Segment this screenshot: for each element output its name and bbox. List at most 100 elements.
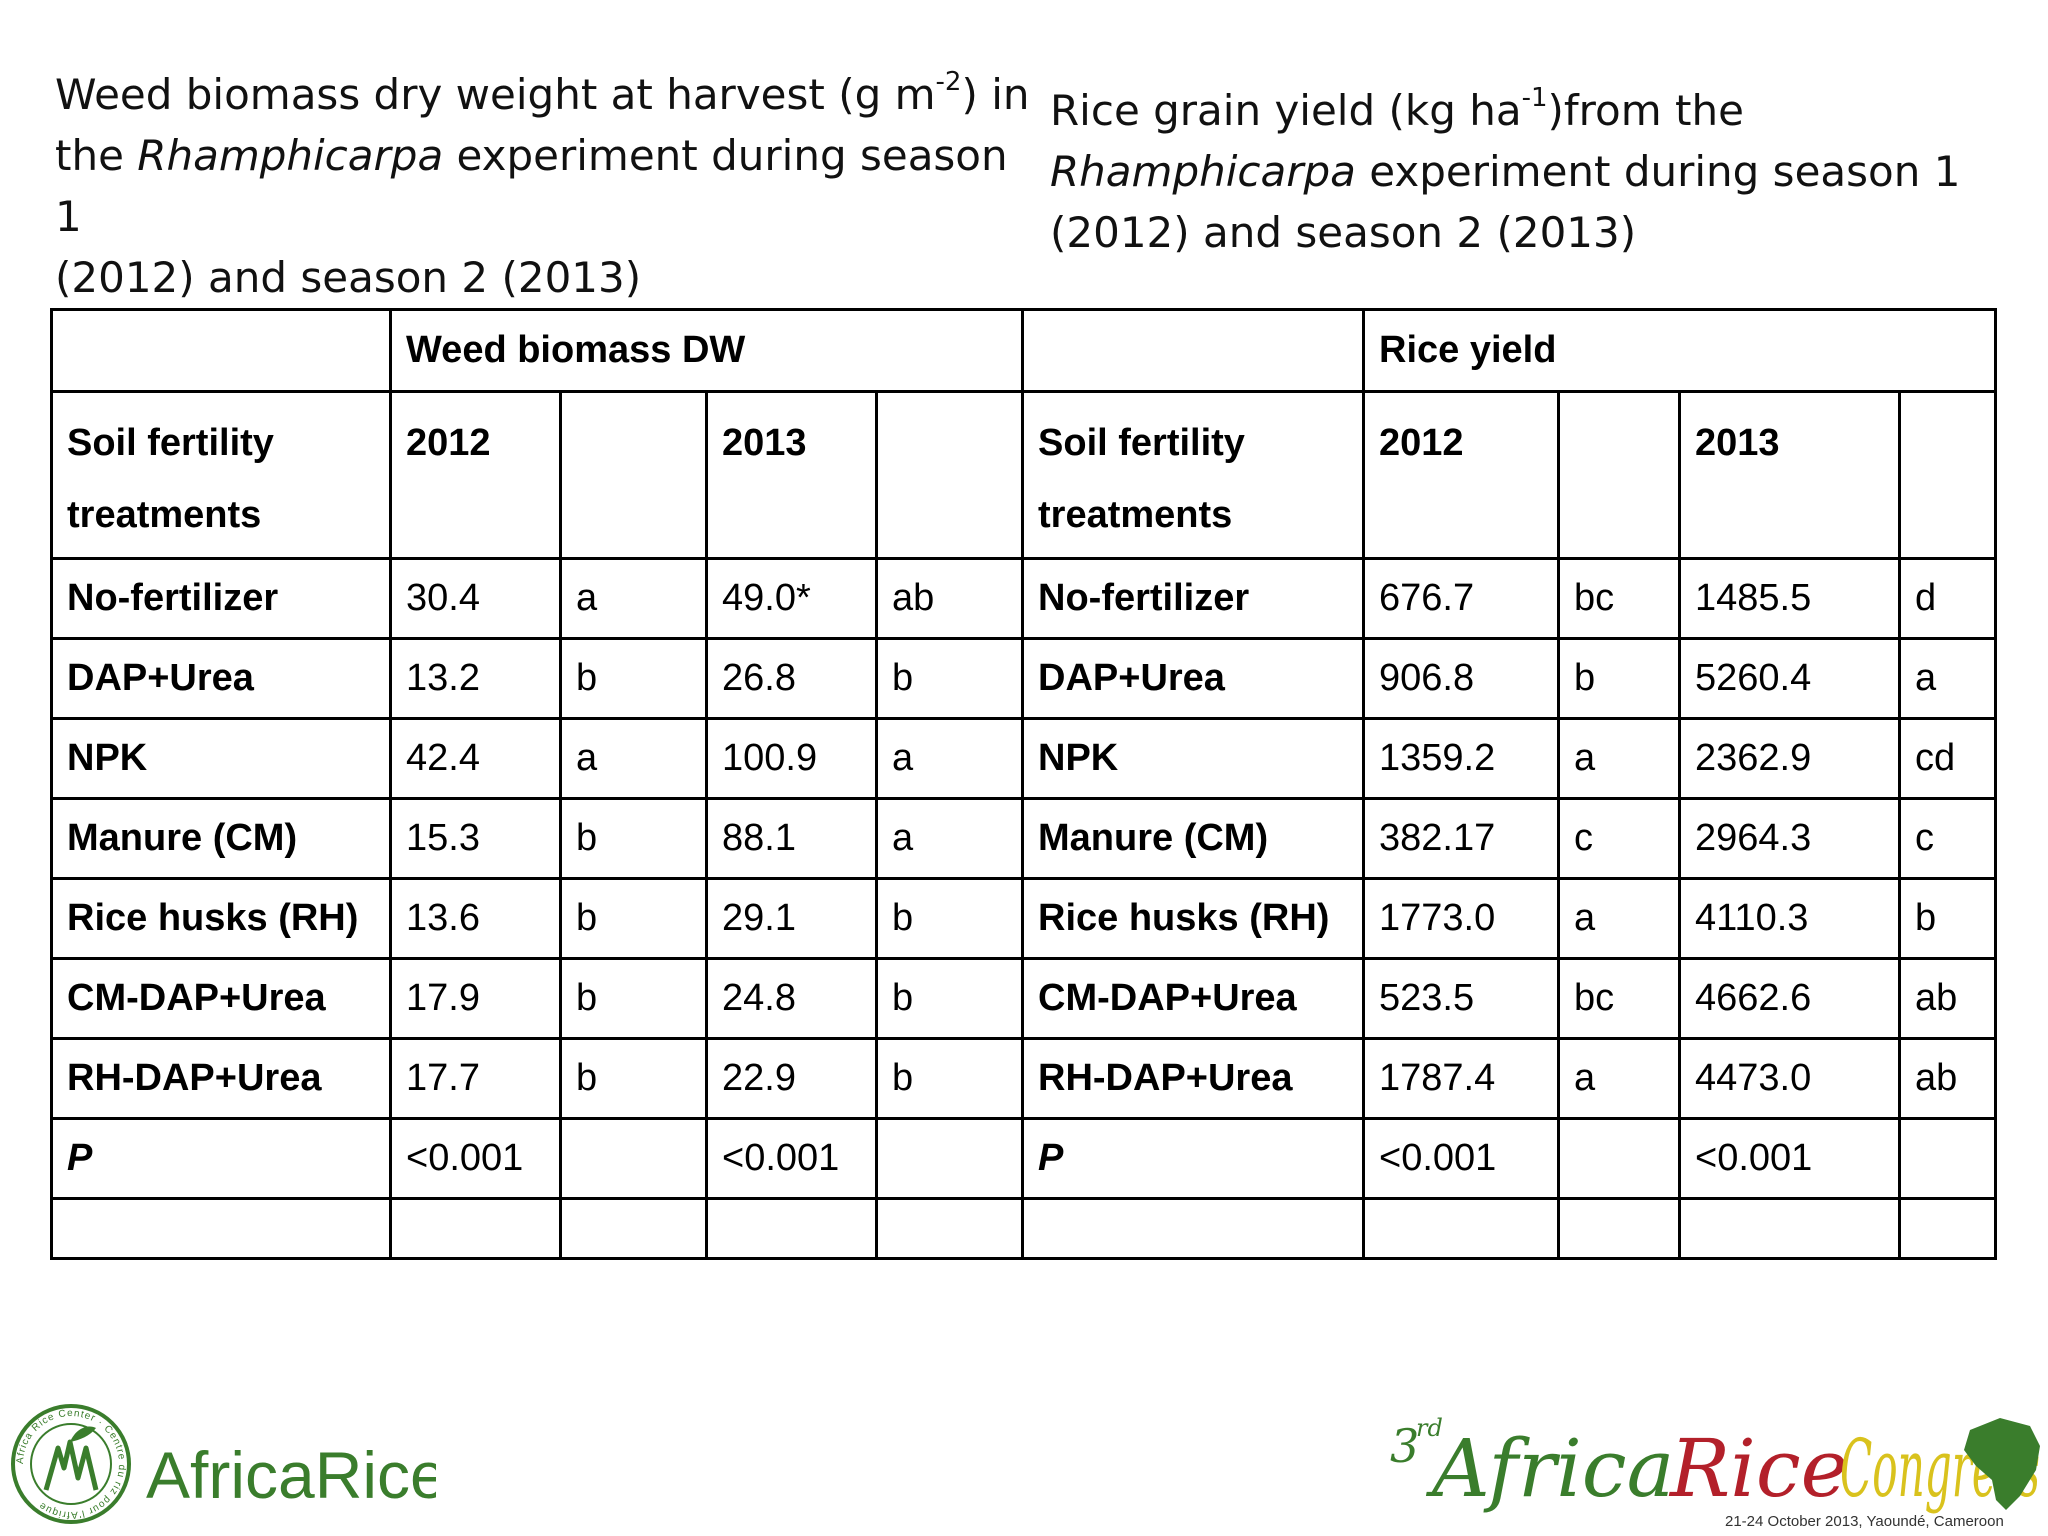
- weed-2013-significance: b: [874, 1037, 1025, 1120]
- rice-2013-value: 2964.3: [1678, 797, 1902, 880]
- weed-2012-value: 17.7: [389, 1037, 562, 1120]
- title-text: the: [55, 131, 138, 180]
- empty-cell: [1557, 1117, 1682, 1200]
- weed-2013-significance: a: [874, 797, 1025, 880]
- rice-2012-significance: a: [1557, 717, 1682, 800]
- rice-2013-value: 2362.9: [1678, 717, 1902, 800]
- rice-2012-significance: bc: [1557, 957, 1682, 1040]
- title-text: experiment during season 1: [55, 131, 1008, 241]
- empty-cell: [874, 1197, 1025, 1260]
- treatment-cell: Manure (CM): [1021, 797, 1366, 880]
- year-header: 2013: [705, 390, 878, 560]
- weed-2013-significance: b: [874, 957, 1025, 1040]
- weed-2012-significance: a: [559, 717, 708, 800]
- weed-2012-value: 17.9: [389, 957, 562, 1040]
- treatment-cell: Rice husks (RH): [50, 877, 392, 960]
- empty-cell: [1557, 390, 1682, 560]
- treatment-header: Soil fertility treatments: [1021, 390, 1366, 560]
- empty-cell: [874, 1117, 1025, 1200]
- empty-cell: [559, 1197, 708, 1260]
- rice-2013-significance: cd: [1898, 717, 1998, 800]
- rice-2013-value: 4473.0: [1678, 1037, 1902, 1120]
- p-label: P: [1021, 1117, 1366, 1200]
- weed-2012-significance: a: [559, 557, 708, 640]
- title-text: ) in: [961, 70, 1030, 119]
- rice-2012-value: 906.8: [1362, 637, 1561, 720]
- congress-ordinal: 3: [1390, 1419, 1419, 1473]
- empty-cell: [1362, 1197, 1561, 1260]
- weed-2012-significance: b: [559, 1037, 708, 1120]
- rice-2012-value: 1773.0: [1362, 877, 1561, 960]
- year-header: 2012: [389, 390, 562, 560]
- rice-2012-value: 1787.4: [1362, 1037, 1561, 1120]
- rice-2012-significance: bc: [1557, 557, 1682, 640]
- rice-2013-value: 4662.6: [1678, 957, 1902, 1040]
- title-text: experiment during season 1: [1355, 147, 1961, 196]
- title-line: the Rhamphicarpa experiment during seaso…: [55, 125, 1045, 247]
- weed-2012-value: 13.6: [389, 877, 562, 960]
- rice-2013-value: 5260.4: [1678, 637, 1902, 720]
- rice-2013-significance: a: [1898, 637, 1998, 720]
- weed-biomass-header: Weed biomass DW: [388, 308, 1025, 393]
- table-row: CM-DAP+Urea 17.9 b 24.8 b CM-DAP+Urea 523.5 bc 4…: [50, 957, 1998, 1040]
- rice-2013-value: 1485.5: [1678, 557, 1902, 640]
- weed-2013-significance: a: [874, 717, 1025, 800]
- title-text: Weed biomass dry weight at harvest (g m: [55, 70, 936, 119]
- africa-continent-icon: [1964, 1418, 2040, 1510]
- weed-2013-significance: b: [874, 877, 1025, 960]
- treatment-header: Soil fertility treatments: [50, 390, 392, 560]
- congress-ordinal-suffix: rd: [1416, 1414, 1443, 1442]
- empty-cell: [874, 390, 1025, 560]
- rice-2013-significance: b: [1898, 877, 1998, 960]
- p-value: <0.001: [389, 1117, 562, 1200]
- weed-2013-value: 29.1: [705, 877, 878, 960]
- africarice-seal-icon: Africa Rice Center · Centre du riz pour …: [11, 1404, 131, 1524]
- weed-2013-value: 22.9: [705, 1037, 878, 1120]
- weed-2012-significance: b: [559, 877, 708, 960]
- empty-cell: [389, 1197, 562, 1260]
- treatment-cell: Manure (CM): [50, 797, 392, 880]
- rice-2013-significance: ab: [1898, 1037, 1998, 1120]
- results-table: Weed biomass DW Rice yield Soil fertilit…: [50, 308, 1998, 1260]
- rice-2012-value: 676.7: [1362, 557, 1561, 640]
- p-value-row: P <0.001 <0.001 P <0.001 <0.001: [50, 1117, 1998, 1200]
- treatment-cell: DAP+Urea: [50, 637, 392, 720]
- title-italic-text: Rhamphicarpa: [1050, 147, 1356, 196]
- congress-word-rice: Rice: [1668, 1422, 1848, 1515]
- rice-2013-significance: c: [1898, 797, 1998, 880]
- empty-cell: [50, 308, 392, 393]
- weed-biomass-title: Weed biomass dry weight at harvest (g m-…: [55, 64, 1045, 308]
- p-value: <0.001: [1678, 1117, 1902, 1200]
- p-value: <0.001: [705, 1117, 878, 1200]
- treatment-cell: No-fertilizer: [50, 557, 392, 640]
- empty-cell: [1021, 308, 1366, 393]
- table-row: RH-DAP+Urea 17.7 b 22.9 b RH-DAP+Urea 1787.4 a 4…: [50, 1037, 1998, 1120]
- treatment-cell: DAP+Urea: [1021, 637, 1366, 720]
- rice-yield-header: Rice yield: [1362, 308, 1998, 393]
- empty-cell: [559, 390, 708, 560]
- weed-2012-significance: b: [559, 797, 708, 880]
- weed-2012-value: 15.3: [389, 797, 562, 880]
- rice-2013-significance: d: [1898, 557, 1998, 640]
- africarice-wordmark: AfricaRice: [146, 1438, 436, 1512]
- treatment-cell: NPK: [1021, 717, 1366, 800]
- africa-rice-congress-logo: 3 rd Africa Rice Congress 21-24 October …: [1390, 1414, 2040, 1530]
- group-header-row: Weed biomass DW Rice yield: [50, 308, 1998, 393]
- rice-2012-value: 1359.2: [1362, 717, 1561, 800]
- header-line: treatments: [67, 494, 262, 536]
- p-label: P: [50, 1117, 392, 1200]
- rice-2013-significance: ab: [1898, 957, 1998, 1040]
- rice-2012-value: 523.5: [1362, 957, 1561, 1040]
- weed-2013-value: 49.0*: [705, 557, 878, 640]
- treatment-cell: Rice husks (RH): [1021, 877, 1366, 960]
- table-row: Manure (CM) 15.3 b 88.1 a Manure (CM) 382.17 c 2…: [50, 797, 1998, 880]
- weed-2012-value: 30.4: [389, 557, 562, 640]
- treatment-cell: RH-DAP+Urea: [50, 1037, 392, 1120]
- empty-cell: [50, 1197, 392, 1260]
- weed-2013-value: 26.8: [705, 637, 878, 720]
- title-superscript: -1: [1521, 83, 1548, 113]
- column-header-row: Soil fertility treatments 2012 2013 Soil …: [50, 390, 1998, 560]
- weed-2012-significance: b: [559, 957, 708, 1040]
- empty-cell: [559, 1117, 708, 1200]
- treatment-cell: NPK: [50, 717, 392, 800]
